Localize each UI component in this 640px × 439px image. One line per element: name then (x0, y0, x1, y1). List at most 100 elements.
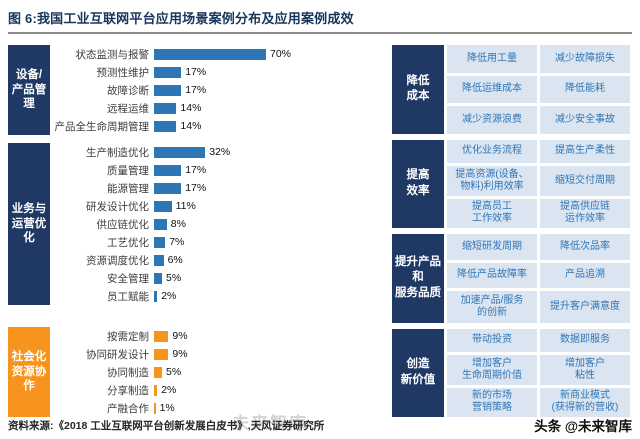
bar-value-label: 9% (172, 348, 188, 360)
benefit-item: 减少故障损失 (540, 45, 630, 73)
bar (154, 146, 206, 158)
bar-row: 工艺优化 7% (50, 233, 380, 251)
bar-row: 员工赋能 2% (50, 287, 380, 305)
benefit-group: 创造 新价值 带动投资 数据即服务 增加客户 生命周期价值 增加客户 粘性 新的市场 营销… (392, 328, 630, 417)
benefit-item: 降低用工量 (447, 45, 537, 73)
bar (154, 402, 156, 414)
bar-label: 预测性维护 (96, 66, 150, 79)
bar (154, 200, 172, 212)
bar-label: 供应链优化 (96, 218, 150, 231)
benefit-item: 缩短交付周期 (540, 166, 630, 196)
benefit-group-label: 提升产品 和 服务品质 (392, 234, 444, 323)
benefit-item: 带动投资 (447, 328, 537, 352)
bar-label: 质量管理 (107, 164, 149, 177)
bar-label: 故障诊断 (107, 84, 149, 97)
watermark-text: 未来智库 (232, 414, 308, 433)
bar-row: 协同制造 5% (50, 363, 380, 381)
benefit-group-label: 创造 新价值 (392, 328, 444, 417)
bar (154, 164, 182, 176)
bar-label: 产融合作 (107, 402, 149, 415)
chart-group-label: 业务与 运营优化 (8, 143, 50, 305)
chart-group: 社会化 资源协作 按需定制 9% 协同研发设计 9% 协同制造 5% 分享制造 2% 产融合作 1% (8, 327, 380, 417)
bar-row: 供应链优化 8% (50, 215, 380, 233)
bar-value-label: 70% (270, 48, 292, 60)
bar-row: 按需定制 9% (50, 327, 380, 345)
bar (154, 66, 182, 78)
bar-row: 资源调度优化 6% (50, 251, 380, 269)
bar-label: 研发设计优化 (86, 200, 149, 213)
bar-row: 能源管理 17% (50, 179, 380, 197)
chart-group-label: 社会化 资源协作 (8, 327, 50, 417)
benefit-group: 提升产品 和 服务品质 缩短研发周期 降低次品率 降低产品故障率 产品追溯 加速产品/服务… (392, 234, 630, 323)
benefit-item: 提高员工 工作效率 (447, 198, 537, 228)
bar-label: 分享制造 (107, 384, 149, 397)
benefit-item: 减少安全事故 (540, 106, 630, 134)
bar-value-label: 11% (175, 200, 196, 212)
bar-row: 状态监测与报警 70% (50, 45, 380, 63)
bar-value-label: 14% (180, 102, 202, 114)
bar (154, 348, 169, 360)
bar (154, 272, 162, 284)
bar-value-label: 17% (185, 164, 207, 176)
benefit-item: 降低次品率 (540, 234, 630, 260)
bar-value-label: 5% (166, 272, 182, 284)
figure-title: 图 6:我国工业互联网平台应用场景案例分布及应用案例成效 (8, 11, 354, 26)
figure-content: 设备/ 产品管理 状态监测与报警 70% 预测性维护 17% 故障诊断 17% 远程运维 14%… (8, 41, 632, 417)
bar-value-label: 32% (209, 146, 231, 158)
benefit-item: 新的市场 营销策略 (447, 387, 537, 417)
benefit-item: 提升客户满意度 (540, 291, 630, 323)
benefit-item: 新商业模式 (获得新的营收) (540, 387, 630, 417)
bar-label: 协同制造 (107, 366, 149, 379)
bar-value-label: 8% (170, 218, 186, 230)
bar-value-label: 6% (167, 254, 183, 266)
benefits-panel: 降低 成本 降低用工量 减少故障损失 降低运维成本 降低能耗 减少资源浪费 减少安全事故 提高… (392, 41, 630, 417)
chart-group-rows: 按需定制 9% 协同研发设计 9% 协同制造 5% 分享制造 2% 产融合作 1% (50, 327, 380, 417)
benefit-group-label: 降低 成本 (392, 45, 444, 134)
bar-row: 预测性维护 17% (50, 63, 380, 81)
bar-label: 工艺优化 (107, 236, 149, 249)
benefit-group: 提高 效率 优化业务流程 提高生产柔性 提高资源(设备、 物料)利用效率 缩短交付周期提… (392, 139, 630, 228)
bar-value-label: 7% (169, 236, 185, 248)
bar-label: 协同研发设计 (86, 348, 149, 361)
benefit-group: 降低 成本 降低用工量 减少故障损失 降低运维成本 降低能耗 减少资源浪费 减少安全事故 (392, 45, 630, 134)
bar-label: 员工赋能 (107, 290, 149, 303)
bar-row: 产融合作 1% (50, 399, 380, 417)
bar-row: 安全管理 5% (50, 269, 380, 287)
bar-label: 生产制造优化 (86, 146, 149, 159)
benefit-item: 降低运维成本 (447, 75, 537, 103)
bar (154, 366, 162, 378)
chart-group-rows: 生产制造优化 32% 质量管理 17% 能源管理 17% 研发设计优化 11% 供应链优化 8% 工… (50, 143, 380, 305)
bar-row: 故障诊断 17% (50, 81, 380, 99)
bar-value-label: 17% (185, 84, 207, 96)
benefit-item: 提高供应链 运作效率 (540, 198, 630, 228)
bar-value-label: 9% (172, 330, 188, 342)
benefit-grid: 带动投资 数据即服务 增加客户 生命周期价值 增加客户 粘性 新的市场 营销策略 新商业模… (447, 328, 630, 417)
benefit-group-label: 提高 效率 (392, 139, 444, 228)
bar-row: 远程运维 14% (50, 99, 380, 117)
bar-row: 分享制造 2% (50, 381, 380, 399)
benefit-grid: 优化业务流程 提高生产柔性 提高资源(设备、 物料)利用效率 缩短交付周期 提高员工 工… (447, 139, 630, 228)
bar-value-label: 17% (185, 182, 207, 194)
benefit-item: 缩短研发周期 (447, 234, 537, 260)
benefit-item: 优化业务流程 (447, 139, 537, 163)
bar (154, 48, 266, 60)
bar-value-label: 2% (161, 384, 177, 396)
bar (154, 84, 182, 96)
bar-label: 远程运维 (107, 102, 149, 115)
bar-value-label: 5% (166, 366, 182, 378)
bar (154, 218, 167, 230)
benefit-item: 增加客户 粘性 (540, 355, 630, 385)
bar-label: 产品全生命周期管理 (54, 120, 150, 133)
benefit-item: 提高生产柔性 (540, 139, 630, 163)
bar-row: 协同研发设计 9% (50, 345, 380, 363)
brand-watermark: 头条 @未来智库 (534, 419, 632, 434)
bar (154, 182, 182, 194)
benefit-item: 数据即服务 (540, 328, 630, 352)
benefit-grid: 降低用工量 减少故障损失 降低运维成本 降低能耗 减少资源浪费 减少安全事故 (447, 45, 630, 134)
bar (154, 254, 164, 266)
bar-label: 资源调度优化 (86, 254, 149, 267)
benefit-item: 产品追溯 (540, 262, 630, 288)
benefit-item: 降低能耗 (540, 75, 630, 103)
benefit-item: 加速产品/服务 的创新 (447, 291, 537, 323)
